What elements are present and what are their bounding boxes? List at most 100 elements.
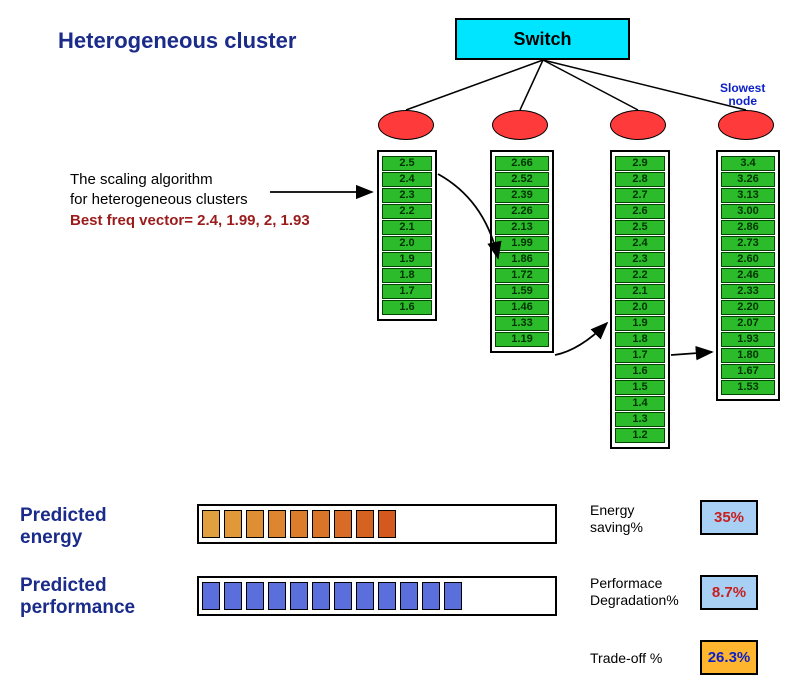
freq-cell: 1.2 bbox=[615, 428, 665, 443]
freq-cell: 1.8 bbox=[382, 268, 432, 283]
perf-bar-seg bbox=[356, 582, 374, 611]
algo-line1: The scaling algorithm bbox=[70, 171, 213, 188]
metric-label-1: PerformaceDegradation% bbox=[590, 575, 679, 609]
page-title: Heterogeneous cluster bbox=[58, 28, 296, 54]
freq-cell: 2.2 bbox=[615, 268, 665, 283]
freq-cell: 2.3 bbox=[615, 252, 665, 267]
freq-cell: 1.46 bbox=[495, 300, 549, 315]
energy-bar-seg bbox=[312, 510, 330, 539]
energy-bar-seg bbox=[356, 510, 374, 539]
node-ellipse-1 bbox=[492, 110, 548, 140]
energy-bar-seg bbox=[268, 510, 286, 539]
freq-cell: 1.4 bbox=[615, 396, 665, 411]
energy-bar-seg bbox=[246, 510, 264, 539]
energy-bar-seg bbox=[334, 510, 352, 539]
freq-cell: 2.7 bbox=[615, 188, 665, 203]
freq-cell: 2.73 bbox=[721, 236, 775, 251]
freq-cell: 1.99 bbox=[495, 236, 549, 251]
freq-cell: 2.39 bbox=[495, 188, 549, 203]
energy-bar-seg bbox=[290, 510, 308, 539]
slowest-line2: node bbox=[728, 94, 757, 108]
freq-cell: 2.60 bbox=[721, 252, 775, 267]
freq-cell: 3.26 bbox=[721, 172, 775, 187]
predicted-performance-bar bbox=[197, 576, 557, 616]
freq-cell: 2.8 bbox=[615, 172, 665, 187]
predicted-energy-label: Predictedenergy bbox=[20, 505, 107, 549]
freq-cell: 2.07 bbox=[721, 316, 775, 331]
predicted-energy-bar bbox=[197, 504, 557, 544]
perf-bar-seg bbox=[202, 582, 220, 611]
perf-bar-seg bbox=[378, 582, 396, 611]
freq-cell: 1.5 bbox=[615, 380, 665, 395]
freq-cell: 1.67 bbox=[721, 364, 775, 379]
metric-box-1: 8.7% bbox=[700, 575, 758, 610]
freq-cell: 2.66 bbox=[495, 156, 549, 171]
freq-cell: 2.13 bbox=[495, 220, 549, 235]
freq-cell: 2.26 bbox=[495, 204, 549, 219]
freq-cell: 2.3 bbox=[382, 188, 432, 203]
perf-bar-seg bbox=[400, 582, 418, 611]
freq-cell: 2.2 bbox=[382, 204, 432, 219]
freq-cell: 1.6 bbox=[615, 364, 665, 379]
freq-cell: 2.1 bbox=[382, 220, 432, 235]
node-ellipse-0 bbox=[378, 110, 434, 140]
perf-bar-seg bbox=[268, 582, 286, 611]
freq-column-2: 2.92.82.72.62.52.42.32.22.12.01.91.81.71… bbox=[610, 150, 670, 449]
freq-column-1: 2.662.522.392.262.131.991.861.721.591.46… bbox=[490, 150, 554, 353]
freq-cell: 1.80 bbox=[721, 348, 775, 363]
energy-bar-seg bbox=[378, 510, 396, 539]
perf-bar-seg bbox=[444, 582, 462, 611]
algo-line2: for heterogeneous clusters bbox=[70, 191, 248, 208]
perf-bar-seg bbox=[334, 582, 352, 611]
freq-cell: 2.46 bbox=[721, 268, 775, 283]
perf-bar-seg bbox=[422, 582, 440, 611]
freq-cell: 2.5 bbox=[615, 220, 665, 235]
perf-bar-seg bbox=[246, 582, 264, 611]
freq-cell: 1.59 bbox=[495, 284, 549, 299]
freq-column-0: 2.52.42.32.22.12.01.91.81.71.6 bbox=[377, 150, 437, 321]
freq-cell: 3.13 bbox=[721, 188, 775, 203]
metric-label-0: Energysaving% bbox=[590, 502, 643, 536]
energy-bar-seg bbox=[202, 510, 220, 539]
algorithm-description: The scaling algorithm for heterogeneous … bbox=[70, 170, 310, 231]
perf-bar-seg bbox=[312, 582, 330, 611]
predicted-performance-label: Predictedperformance bbox=[20, 575, 135, 619]
metric-box-0: 35% bbox=[700, 500, 758, 535]
perf-bar-seg bbox=[290, 582, 308, 611]
freq-cell: 2.6 bbox=[615, 204, 665, 219]
freq-cell: 2.5 bbox=[382, 156, 432, 171]
freq-cell: 1.8 bbox=[615, 332, 665, 347]
freq-cell: 1.19 bbox=[495, 332, 549, 347]
slowest-line1: Slowest bbox=[720, 81, 765, 95]
freq-column-3: 3.43.263.133.002.862.732.602.462.332.202… bbox=[716, 150, 780, 401]
freq-cell: 1.7 bbox=[382, 284, 432, 299]
freq-cell: 1.33 bbox=[495, 316, 549, 331]
freq-cell: 2.86 bbox=[721, 220, 775, 235]
freq-cell: 2.0 bbox=[382, 236, 432, 251]
best-freq-vector: Best freq vector= 2.4, 1.99, 2, 1.93 bbox=[70, 212, 310, 229]
freq-cell: 2.9 bbox=[615, 156, 665, 171]
freq-cell: 1.9 bbox=[382, 252, 432, 267]
freq-cell: 1.9 bbox=[615, 316, 665, 331]
freq-cell: 1.93 bbox=[721, 332, 775, 347]
freq-cell: 2.33 bbox=[721, 284, 775, 299]
freq-cell: 1.3 bbox=[615, 412, 665, 427]
freq-cell: 2.4 bbox=[382, 172, 432, 187]
node-ellipse-2 bbox=[610, 110, 666, 140]
switch-box: Switch bbox=[455, 18, 630, 60]
node-ellipse-3 bbox=[718, 110, 774, 140]
freq-cell: 2.1 bbox=[615, 284, 665, 299]
metric-label-2: Trade-off % bbox=[590, 650, 662, 667]
freq-cell: 3.00 bbox=[721, 204, 775, 219]
perf-bar-seg bbox=[224, 582, 242, 611]
freq-cell: 1.7 bbox=[615, 348, 665, 363]
freq-cell: 1.53 bbox=[721, 380, 775, 395]
freq-cell: 2.20 bbox=[721, 300, 775, 315]
freq-cell: 2.4 bbox=[615, 236, 665, 251]
energy-bar-seg bbox=[224, 510, 242, 539]
freq-cell: 1.6 bbox=[382, 300, 432, 315]
freq-cell: 1.72 bbox=[495, 268, 549, 283]
metric-box-2: 26.3% bbox=[700, 640, 758, 675]
freq-cell: 2.52 bbox=[495, 172, 549, 187]
freq-cell: 1.86 bbox=[495, 252, 549, 267]
